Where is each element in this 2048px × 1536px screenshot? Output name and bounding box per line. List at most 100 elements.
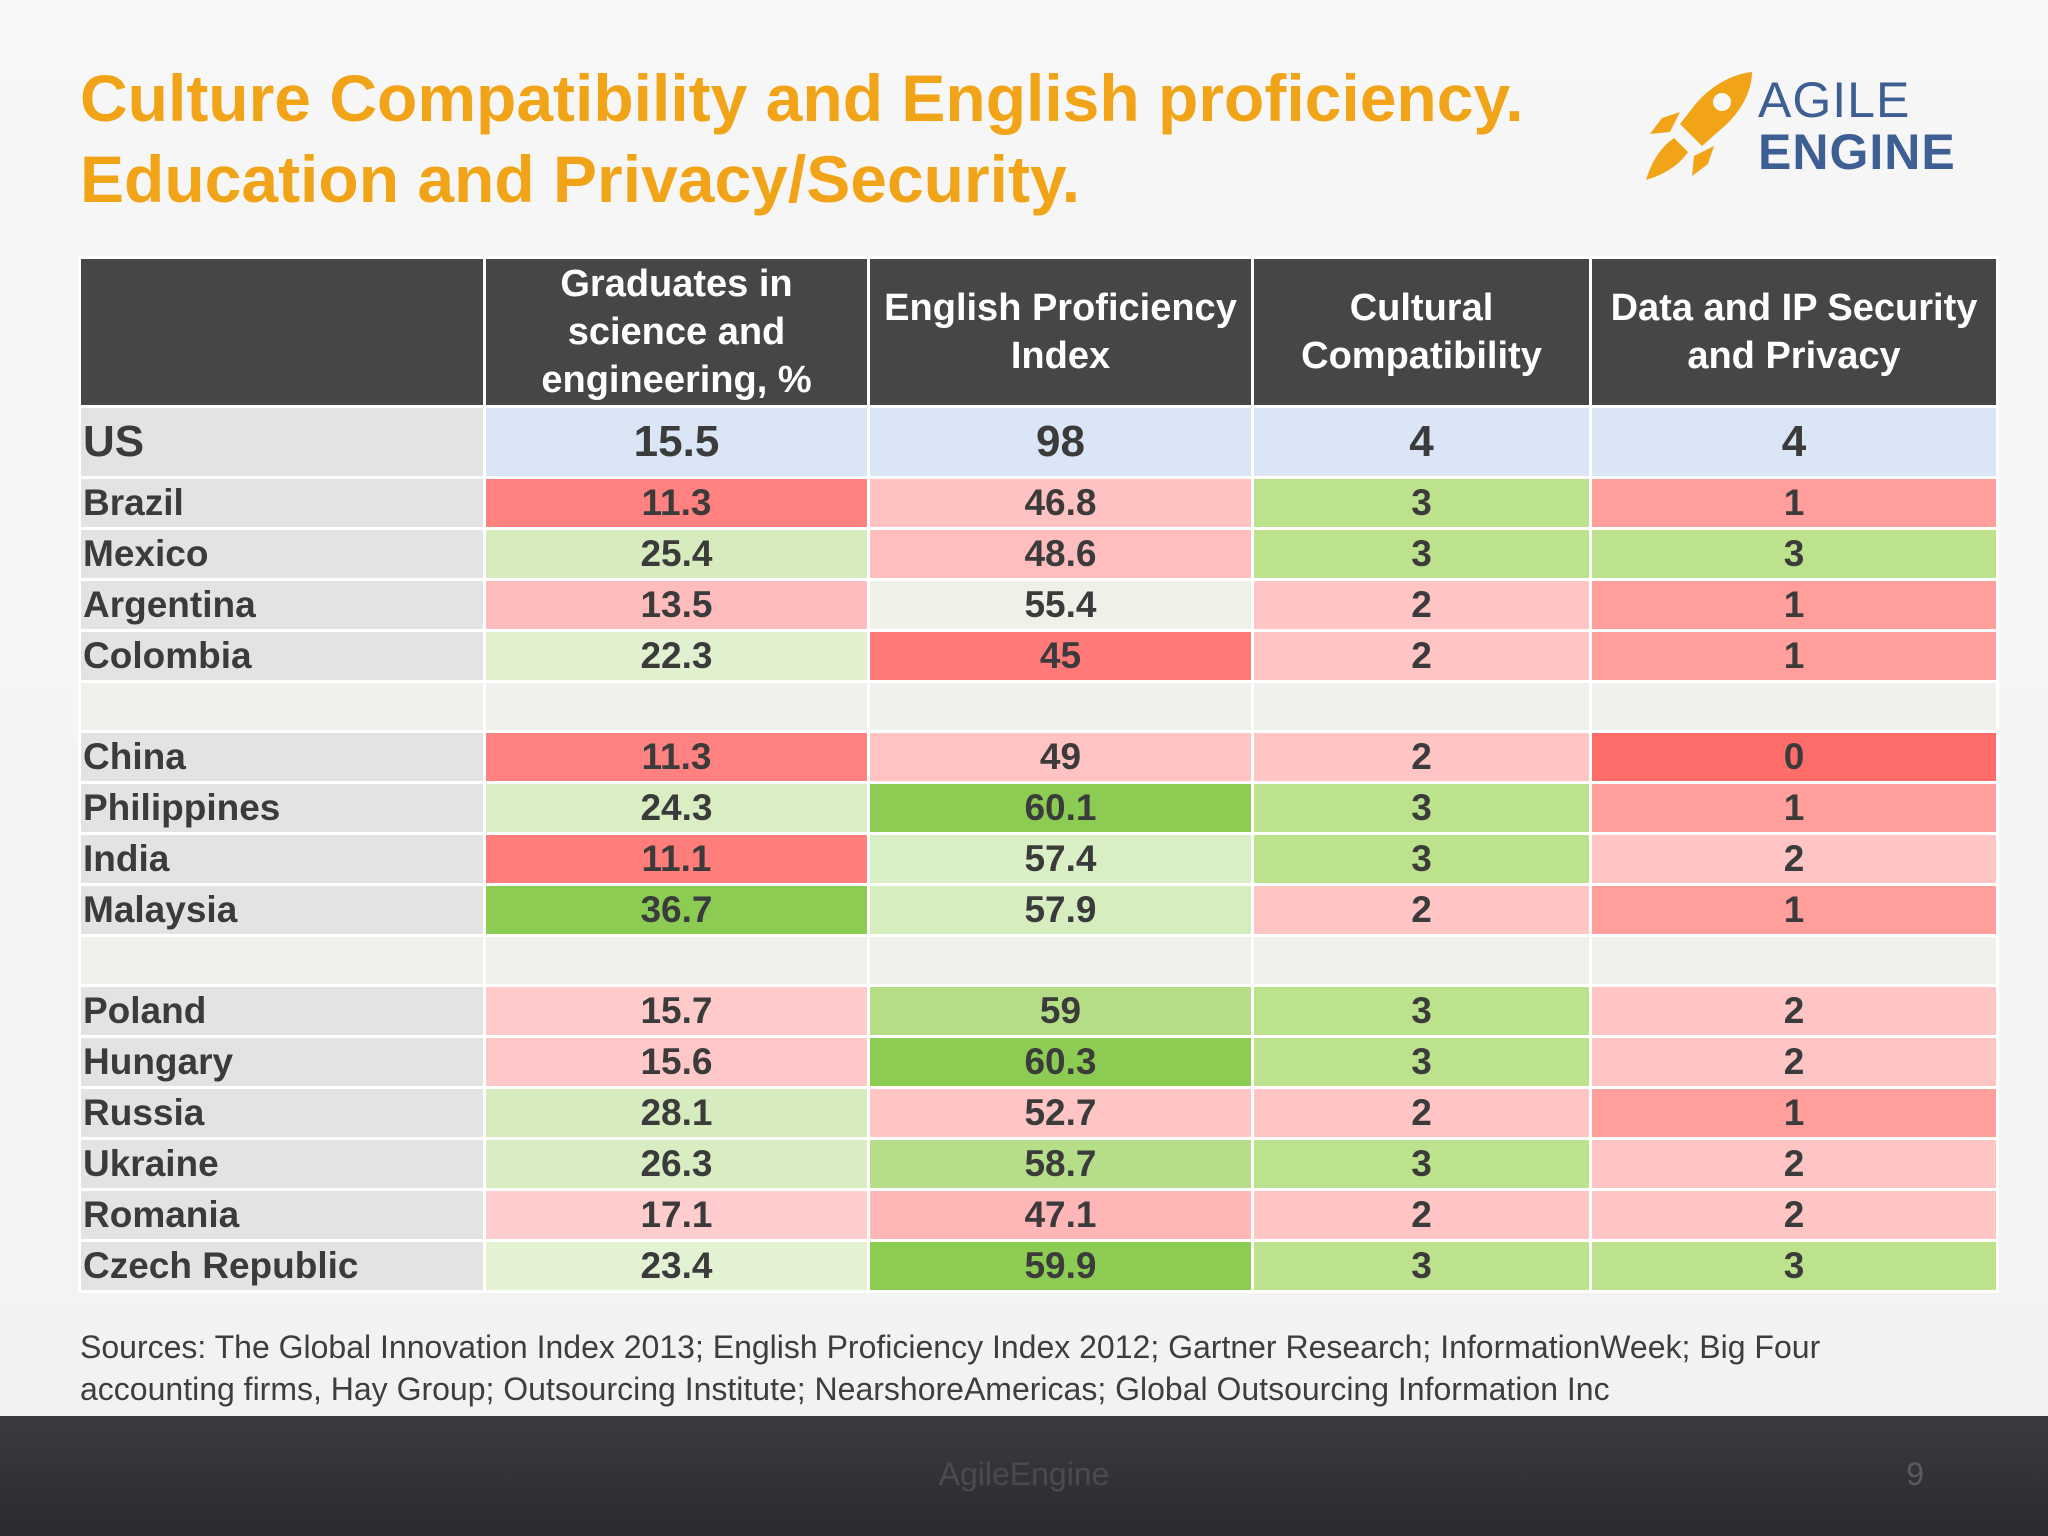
value-cell: 28.1 [483,1086,870,1140]
value-cell: 3 [1251,527,1592,581]
value-cell: 3 [1589,1239,1999,1293]
table-row: Malaysia 36.7 57.9 2 1 [78,883,1999,937]
country-cell: Hungary [78,1035,486,1089]
value-cell: 59 [867,984,1254,1038]
value-cell: 57.4 [867,832,1254,886]
value-cell: 22.3 [483,629,870,683]
country-cell: Czech Republic [78,1239,486,1293]
table-row: Argentina 13.5 55.4 2 1 [78,578,1999,632]
value-cell: 2 [1251,578,1592,632]
spacer-cell [1251,934,1592,987]
page-number: 9 [1906,1456,1924,1492]
table-row: Colombia 22.3 45 2 1 [78,629,1999,683]
table-spacer-row [78,934,1999,987]
country-cell: Argentina [78,578,486,632]
table-row: India 11.1 57.4 3 2 [78,832,1999,886]
value-cell: 1 [1589,629,1999,683]
country-cell: Philippines [78,781,486,835]
header-data-security: Data and IP Security and Privacy [1589,256,1999,408]
value-cell: 1 [1589,883,1999,937]
spacer-cell [483,680,870,733]
value-cell: 11.3 [483,476,870,530]
value-cell: 2 [1589,1137,1999,1191]
country-cell: China [78,730,486,784]
logo-text-agile: AGILE [1758,72,1911,128]
slide-title: Culture Compatibility and English profic… [80,61,1524,216]
table-row: US 15.5 98 4 4 [78,405,1999,479]
spacer-cell [78,680,486,733]
value-cell: 2 [1251,883,1592,937]
value-cell: 47.1 [867,1188,1254,1242]
sources-note: Sources: The Global Innovation Index 201… [80,1329,1821,1407]
value-cell: 59.9 [867,1239,1254,1293]
spacer-cell [483,934,870,987]
value-cell: 24.3 [483,781,870,835]
rocket-icon [1646,72,1752,180]
value-cell: 25.4 [483,527,870,581]
value-cell: 17.1 [483,1188,870,1242]
table-row: Czech Republic 23.4 59.9 3 3 [78,1239,1999,1293]
logo-text-engine: ENGINE [1758,124,1956,180]
value-cell: 23.4 [483,1239,870,1293]
footer-brand: AgileEngine [938,1456,1110,1492]
table-header-row: Graduates in science and engineering, % … [78,256,1999,408]
value-cell: 2 [1589,1188,1999,1242]
value-cell: 11.1 [483,832,870,886]
country-cell: US [78,405,486,479]
header-english-proficiency: English Proficiency Index [867,256,1254,408]
value-cell: 58.7 [867,1137,1254,1191]
value-cell: 4 [1589,405,1999,479]
spacer-cell [1589,680,1999,733]
value-cell: 2 [1251,629,1592,683]
value-cell: 36.7 [483,883,870,937]
country-cell: Colombia [78,629,486,683]
value-cell: 57.9 [867,883,1254,937]
value-cell: 1 [1589,781,1999,835]
country-cell: Malaysia [78,883,486,937]
value-cell: 1 [1589,1086,1999,1140]
value-cell: 3 [1251,832,1592,886]
table-row: Mexico 25.4 48.6 3 3 [78,527,1999,581]
value-cell: 60.1 [867,781,1254,835]
value-cell: 2 [1589,832,1999,886]
table-row: Brazil 11.3 46.8 3 1 [78,476,1999,530]
value-cell: 60.3 [867,1035,1254,1089]
value-cell: 2 [1251,730,1592,784]
table-row: China 11.3 49 2 0 [78,730,1999,784]
value-cell: 1 [1589,476,1999,530]
country-cell: India [78,832,486,886]
country-cell: Poland [78,984,486,1038]
header-country [78,256,486,408]
value-cell: 3 [1251,781,1592,835]
value-cell: 48.6 [867,527,1254,581]
value-cell: 2 [1251,1188,1592,1242]
value-cell: 0 [1589,730,1999,784]
value-cell: 55.4 [867,578,1254,632]
table-row: Ukraine 26.3 58.7 3 2 [78,1137,1999,1191]
value-cell: 49 [867,730,1254,784]
table-row: Poland 15.7 59 3 2 [78,984,1999,1038]
value-cell: 15.5 [483,405,870,479]
value-cell: 2 [1589,984,1999,1038]
spacer-cell [1251,680,1592,733]
table-body: US 15.5 98 4 4 Brazil 11.3 46.8 3 1 Mexico 25.4 48.6… [78,405,1999,1293]
spacer-cell [867,680,1254,733]
value-cell: 46.8 [867,476,1254,530]
country-cell: Russia [78,1086,486,1140]
value-cell: 3 [1251,476,1592,530]
value-cell: 45 [867,629,1254,683]
table-spacer-row [78,680,1999,733]
value-cell: 15.6 [483,1035,870,1089]
spacer-cell [78,934,486,987]
table-row: Philippines 24.3 60.1 3 1 [78,781,1999,835]
value-cell: 11.3 [483,730,870,784]
value-cell: 15.7 [483,984,870,1038]
value-cell: 1 [1589,578,1999,632]
value-cell: 52.7 [867,1086,1254,1140]
value-cell: 4 [1251,405,1592,479]
table-row: Romania 17.1 47.1 2 2 [78,1188,1999,1242]
value-cell: 3 [1589,527,1999,581]
spacer-cell [867,934,1254,987]
country-cell: Mexico [78,527,486,581]
spacer-cell [1589,934,1999,987]
